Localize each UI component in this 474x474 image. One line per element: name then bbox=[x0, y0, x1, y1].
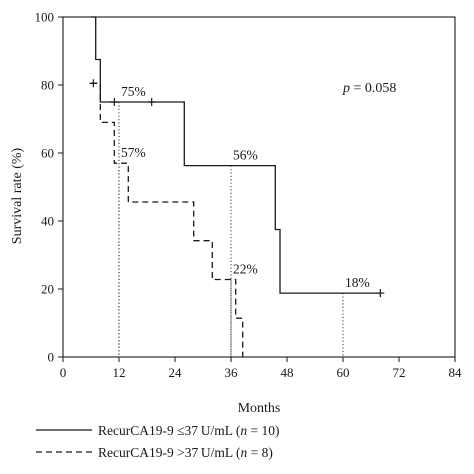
x-tick-label: 48 bbox=[281, 365, 294, 380]
y-tick-label: 100 bbox=[35, 10, 55, 25]
legend-label-solid-a: RecurCA19-9 ≤37 U/mL ( bbox=[98, 423, 241, 438]
x-axis-ticks: 0 12 24 36 48 60 72 84 bbox=[60, 357, 462, 380]
annotation-label: 75% bbox=[121, 84, 146, 99]
x-tick-label: 72 bbox=[393, 365, 406, 380]
x-tick-label: 84 bbox=[449, 365, 463, 380]
legend-label-solid: RecurCA19-9 ≤37 U/mL (n = 10) bbox=[98, 423, 279, 438]
y-tick-label: 60 bbox=[41, 146, 54, 161]
survival-curve-dashed bbox=[91, 82, 244, 357]
legend-label-dashed-b: = 8) bbox=[247, 445, 273, 460]
survival-curve-solid bbox=[91, 16, 381, 294]
y-tick-label: 40 bbox=[41, 214, 54, 229]
x-tick-label: 0 bbox=[60, 365, 67, 380]
legend-label-dashed-n: n bbox=[241, 445, 248, 460]
y-tick-label: 80 bbox=[41, 78, 54, 93]
annotation-label: 22% bbox=[233, 261, 258, 276]
p-value-symbol: p bbox=[342, 81, 350, 96]
y-tick-label: 20 bbox=[41, 282, 54, 297]
censor-mark bbox=[376, 289, 385, 298]
annotation-label: 57% bbox=[121, 145, 146, 160]
censor-mark bbox=[110, 98, 119, 106]
y-axis-ticks: 0 20 40 60 80 100 bbox=[35, 10, 63, 365]
median-guide-lines bbox=[118, 102, 344, 357]
legend-label-dashed: RecurCA19-9 >37 U/mL (n = 8) bbox=[98, 445, 273, 460]
axes bbox=[62, 16, 456, 358]
y-tick-label: 0 bbox=[48, 350, 55, 365]
x-tick-label: 12 bbox=[113, 365, 126, 380]
legend: RecurCA19-9 ≤37 U/mL (n = 10) RecurCA19-… bbox=[36, 423, 279, 460]
x-axis-title: Months bbox=[238, 401, 281, 416]
p-value-text: = 0.058 bbox=[350, 81, 396, 96]
x-tick-label: 36 bbox=[225, 365, 239, 380]
percentage-annotations: 75% 57% 56% 22% 18% bbox=[121, 84, 370, 290]
censor-mark bbox=[147, 98, 156, 106]
survival-curves bbox=[89, 16, 385, 357]
legend-label-solid-n: n bbox=[240, 423, 247, 438]
annotation-label: 18% bbox=[345, 275, 370, 290]
censor-mark bbox=[89, 79, 98, 88]
legend-label-solid-b: = 10) bbox=[247, 423, 279, 438]
x-tick-label: 24 bbox=[169, 365, 183, 380]
x-tick-label: 60 bbox=[337, 365, 350, 380]
y-axis-title: Survival rate (%) bbox=[10, 147, 25, 244]
legend-label-dashed-a: RecurCA19-9 >37 U/mL ( bbox=[98, 445, 241, 460]
plot-frame bbox=[62, 16, 456, 358]
p-value: p = 0.058 bbox=[342, 81, 396, 96]
annotation-label: 56% bbox=[233, 148, 258, 163]
